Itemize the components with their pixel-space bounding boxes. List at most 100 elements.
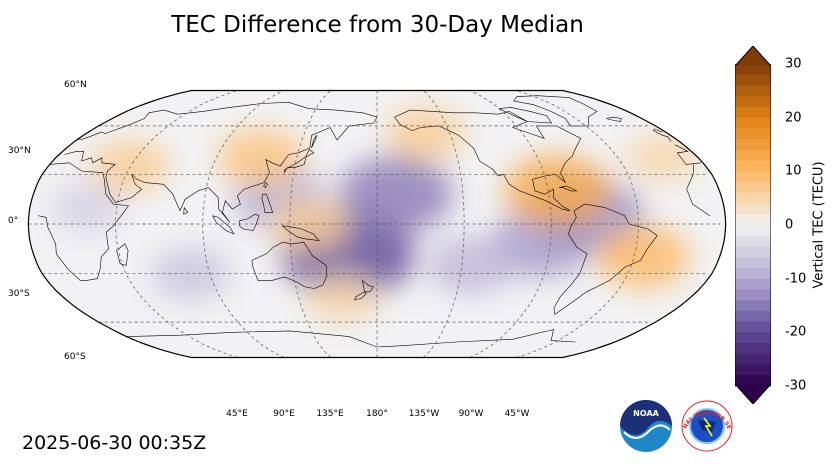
lon-label-135e: 135°E [316,409,344,419]
colorbar-extend-bottom [735,384,771,404]
colorbar-band [735,375,771,387]
coastline-baffin [498,107,553,124]
meridian-315 [516,90,639,358]
colorbar-tick-30: 30 [785,56,802,72]
colorbar-band [735,74,771,86]
colorbar-band [735,85,771,97]
coastline-sumatra [212,215,235,235]
colorbar-band [735,160,771,172]
chart-title: TEC Difference from 30-Day Median [171,12,584,38]
colorbar-tick-20: 20 [785,110,802,126]
lon-label-90e: 90°E [273,409,295,419]
colorbar-band [735,128,771,140]
colorbar-band [735,225,771,237]
coastline-iceland [606,116,622,122]
colorbar-band [735,64,771,76]
coastline-eurasia [686,162,702,165]
colorbar-band [735,139,771,151]
anomaly-blob [50,182,125,233]
lon-label-45e: 45°E [226,409,248,419]
timestamp: 2025-06-30 00:35Z [22,432,207,454]
coastline-sakhalin [311,135,317,149]
agency-logos: NOAA NATIONAL WEATHER SERVICE [618,396,733,452]
colorbar-band [735,214,771,226]
anomaly-blob [305,273,380,323]
lon-label-135w: 135°W [408,409,440,419]
anomaly-blob [385,106,466,161]
colorbar-band [735,171,771,183]
graticule [28,90,721,358]
colorbar [735,46,771,404]
colorbar-band [735,96,771,108]
lon-label-90w: 90°W [458,409,484,419]
colorbar-band [735,192,771,204]
lat-label-30s: 30°S [8,289,30,299]
lat-label-30n: 30°N [8,146,31,156]
colorbar-band [735,300,771,312]
colorbar-band [735,246,771,258]
anomaly-blob [217,128,305,187]
map-outline [27,89,727,359]
colorbar-tick-minus30: -30 [785,378,807,394]
coastline-taiwan [263,182,268,189]
coastline-madagascar [116,243,129,266]
colorbar-band [735,106,771,119]
colorbar-band [735,289,771,301]
colorbar-band [735,267,771,280]
coastline-sri-lanka [183,207,189,215]
meridian-90 [202,90,285,358]
tec-anomaly-layer [50,106,700,323]
meridian-135 [289,90,331,358]
coastline-new-guinea [281,225,320,241]
colorbar-band [735,353,771,365]
coastline-south-america [553,203,658,315]
coastline-philippines [261,193,274,213]
colorbar-band [735,278,771,290]
colorbar-band [735,321,771,333]
coastline-new-zealand [362,280,374,293]
colorbar-tick-minus20: -20 [785,324,807,340]
meridian-45 [115,90,238,358]
coastline-borneo [239,213,260,231]
colorbar-band [735,117,771,129]
lat-label-60s: 60°S [64,352,86,362]
colorbar-band [735,149,771,161]
anomaly-blob [268,197,350,251]
colorbar-tick-0: 0 [785,217,794,233]
colorbar-band [735,257,771,269]
svg-text:NOAA: NOAA [633,409,659,418]
anomaly-blob [625,133,700,183]
coastline-africa [38,162,130,281]
coastline-cuba [558,185,577,192]
coastline-nz-south [354,291,367,301]
anomaly-blob [150,246,232,301]
anomaly-blob [339,156,453,233]
coastline-eurasia [64,101,378,223]
meridian-225 [423,90,465,358]
lon-label-180: 180° [366,409,388,419]
meridian-270 [469,90,552,358]
colorbar-band [735,182,771,194]
coastline-antarctica [126,329,576,348]
coastline-uk [653,128,672,142]
colorbar-band [735,203,771,215]
colorbar-tick-10: 10 [785,163,802,179]
colorbar-tick-minus10: -10 [785,271,807,287]
colorbar-band [735,343,771,355]
lat-label-equator: 0° [8,216,19,226]
colorbar-band [735,310,771,322]
coastlines [38,95,710,348]
anomaly-blob [427,236,515,295]
anomaly-blob [596,225,691,289]
colorbar-label: Vertical TEC (TECU) [811,161,827,289]
noaa-logo: NOAA [620,400,672,452]
colorbar-band [735,235,771,247]
lon-label-45w: 45°W [504,409,530,419]
colorbar-band [735,332,771,344]
anomaly-blob [504,155,612,227]
colorbar-band [735,364,771,376]
coastline-africa [686,189,710,216]
lat-label-60n: 60°N [64,80,87,90]
coastline-greenland [513,95,598,127]
